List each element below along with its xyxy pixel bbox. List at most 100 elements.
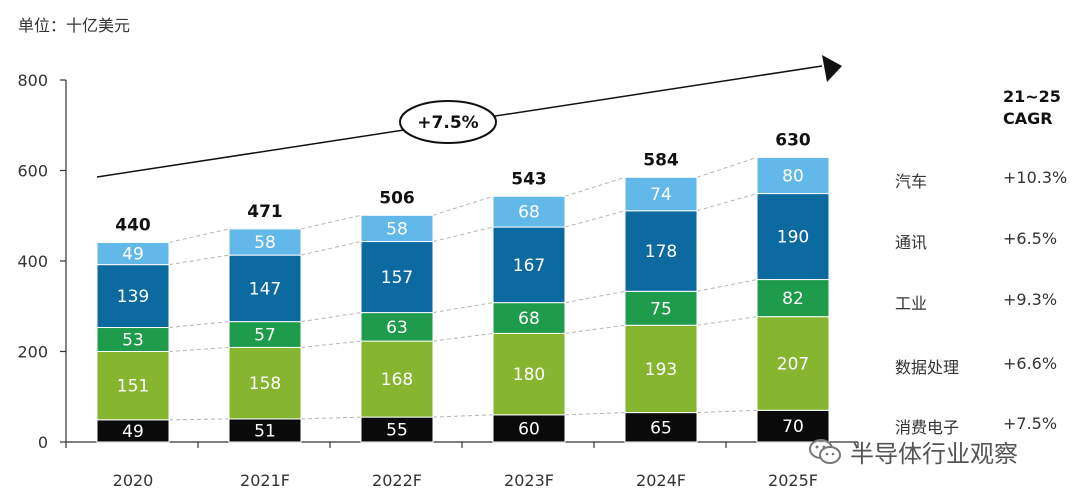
connector-line: [564, 210, 626, 228]
connector-line: [696, 193, 758, 212]
wechat-icon: [809, 438, 841, 464]
connector-line: [432, 414, 494, 418]
x-tick-label: 2021F: [240, 471, 290, 490]
connector-line: [168, 228, 230, 243]
watermark-text: 半导体行业观察: [850, 440, 1018, 468]
bar-value-label: 49: [122, 245, 144, 265]
connector-line: [300, 214, 362, 230]
cagr-segment-name: 工业: [895, 294, 928, 313]
bar-value-label: 55: [386, 421, 408, 441]
x-tick-label: 2025F: [768, 471, 818, 490]
connector-line: [168, 346, 230, 352]
connector-line: [300, 241, 362, 256]
bar-segment: [96, 241, 170, 266]
cagr-segment-name: 通讯: [895, 233, 928, 252]
bar-total-label: 506: [379, 188, 415, 208]
bar-value-label: 80: [782, 166, 804, 186]
cagr-value: +6.5%: [1003, 229, 1058, 248]
bar-value-label: 193: [645, 360, 677, 380]
growth-label: +7.5%: [417, 113, 478, 133]
bar-segment: [228, 228, 302, 256]
labels: 49 151 53 139 49 440 51 158 57 147 58 471 55 168 63 157…: [115, 130, 811, 442]
bar-value-label: 207: [777, 354, 809, 374]
x-tick-label: 2020: [113, 471, 154, 490]
bar-value-label: 157: [381, 268, 413, 288]
connector-line: [432, 302, 494, 314]
connector-line: [696, 409, 758, 414]
bar-segment: [360, 340, 434, 418]
unit-label: 单位：十亿美元: [18, 16, 131, 35]
bar-value-label: 139: [117, 287, 149, 307]
bar-value-label: 190: [777, 228, 809, 248]
bar-total-label: 440: [115, 215, 151, 235]
bar-value-label: 70: [782, 417, 804, 437]
bar-value-label: 82: [782, 289, 804, 309]
bar-segment: [360, 416, 434, 443]
cagr-segment-name: 消费电子: [895, 418, 960, 437]
bar-segment: [624, 412, 698, 443]
bar-total-label: 471: [247, 202, 283, 222]
connector-line: [300, 416, 362, 420]
bar-value-label: 147: [249, 279, 281, 299]
bar-value-label: 158: [249, 374, 281, 394]
bar-value-label: 63: [386, 318, 408, 338]
connector-line: [432, 332, 494, 342]
connector-lines: [168, 156, 758, 421]
connector-line: [564, 290, 626, 304]
bar-total-label: 630: [775, 130, 811, 150]
bar-value-label: 75: [650, 299, 672, 319]
bar-value-label: 178: [645, 242, 677, 262]
cagr-header-line2: CAGR: [1003, 109, 1053, 128]
bar-segment: [492, 195, 566, 228]
cagr-value: +7.5%: [1003, 414, 1058, 433]
bar-segment: [228, 321, 302, 348]
bar-value-label: 58: [254, 233, 276, 253]
cagr-value: +6.6%: [1003, 354, 1058, 373]
bar-segment: [228, 346, 302, 420]
cagr-value: +9.3%: [1003, 290, 1058, 309]
connector-line: [432, 226, 494, 243]
growth-arrow: +7.5%: [96, 55, 842, 178]
bars: [96, 156, 830, 443]
y-tick-label: 0: [38, 433, 48, 452]
cagr-segment-name: 汽车: [895, 172, 928, 191]
bar-value-label: 57: [254, 326, 276, 346]
y-tick-label: 400: [17, 252, 48, 271]
bar-segment: [756, 156, 830, 195]
bar-value-label: 49: [122, 422, 144, 442]
connector-line: [432, 195, 494, 216]
bar-segment: [228, 254, 302, 323]
bar-value-label: 60: [518, 419, 540, 439]
cagr-value: +10.3%: [1003, 168, 1068, 187]
bar-value-label: 151: [117, 377, 149, 397]
bar-segment: [360, 312, 434, 342]
axes: 0 200 400 600 800 2020 2021F 2022F 2023F 2024F 202…: [17, 71, 859, 490]
cagr-header-line1: 21~25: [1003, 87, 1061, 106]
bar-value-label: 65: [650, 418, 672, 438]
bar-value-label: 51: [254, 421, 276, 441]
growth-arrow-head: [822, 55, 842, 82]
bar-segment: [624, 290, 698, 326]
y-tick-label: 200: [17, 343, 48, 362]
bar-segment: [624, 176, 698, 212]
connector-line: [696, 316, 758, 326]
bar-segment: [756, 316, 830, 411]
y-tick-label: 600: [17, 162, 48, 181]
connector-line: [696, 279, 758, 292]
bar-value-label: 68: [518, 309, 540, 329]
bar-segment: [756, 279, 830, 318]
x-tick-label: 2023F: [504, 471, 554, 490]
connector-line: [300, 340, 362, 348]
connector-line: [168, 418, 230, 421]
bar-segment: [360, 241, 434, 314]
cagr-header: 21~25 CAGR: [1003, 86, 1061, 130]
x-tick-label: 2024F: [636, 471, 686, 490]
bar-value-label: 168: [381, 370, 413, 390]
bar-total-label: 543: [511, 169, 547, 189]
bar-segment: [96, 264, 170, 329]
bar-segment: [360, 214, 434, 243]
bar-value-label: 68: [518, 203, 540, 223]
connector-line: [168, 254, 230, 266]
bar-segment: [624, 210, 698, 292]
